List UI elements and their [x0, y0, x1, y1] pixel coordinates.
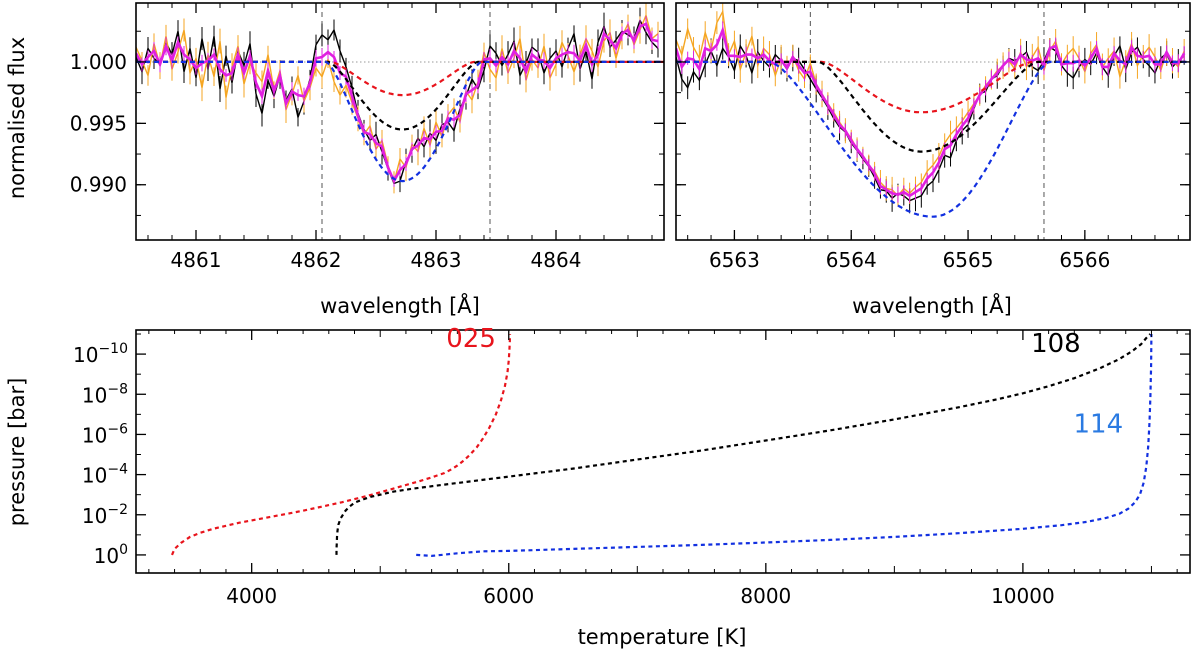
hbeta-x-tick-label-1: 4862: [291, 248, 342, 272]
halpha-orange-spectrum: [676, 9, 1185, 197]
halpha-magenta-spectrum: [676, 25, 1186, 198]
panel-hbeta: 4861 4862 4863 4864 0.990 0.995 1.000: [70, 2, 665, 272]
hbeta-orange-spectrum: [136, 13, 659, 185]
halpha-x-tick-label-3: 6566: [1059, 248, 1110, 272]
pt-y-tick-label-3: 10−6: [82, 421, 128, 447]
hbeta-ylabel: normalised flux: [5, 37, 29, 199]
pt-xlabel: temperature [K]: [578, 625, 747, 649]
hbeta-y-tick-label-1: 0.995: [70, 111, 127, 135]
pt-annotation-108: 108: [1031, 329, 1081, 359]
pt-frame: [135, 329, 1191, 574]
hbeta-frame: [135, 2, 665, 241]
pt-ylabel: pressure [bar]: [5, 378, 29, 527]
pt-annotation-114: 114: [1074, 409, 1124, 439]
pt-x-tick-label-0: 4000: [226, 584, 277, 608]
hbeta-x-tick-label-2: 4863: [411, 248, 462, 272]
hbeta-plot-area: [136, 3, 664, 240]
pt-y-tick-label-2: 10−4: [82, 462, 128, 488]
pt-x-tick-label-3: 10000: [991, 584, 1055, 608]
halpha-black-model-line: [676, 60, 1190, 153]
halpha-blue-model-line: [676, 60, 1190, 218]
halpha-plot-area: [676, 3, 1190, 240]
pt-y-tick-label-5: 10−10: [73, 341, 128, 367]
pt-y-tick-label-1: 10−2: [82, 502, 128, 528]
halpha-x-tick-label-1: 6564: [826, 248, 877, 272]
hbeta-xlabel: wavelength [Å]: [320, 292, 480, 318]
pt-annotation-025: 025: [446, 324, 496, 354]
halpha-x-tick-label-2: 6565: [943, 248, 994, 272]
hbeta-y-tick-label-0: 0.990: [70, 173, 127, 197]
pt-y-tick-label-0: 100: [94, 542, 128, 568]
halpha-xlabel: wavelength [Å]: [852, 292, 1012, 318]
pt-x-tick-label-2: 8000: [740, 584, 791, 608]
pt-series-108: [335, 333, 1151, 555]
pt-y-tick-label-4: 10−8: [82, 381, 128, 407]
halpha-frame: [675, 2, 1191, 241]
hbeta-red-model-line: [136, 60, 664, 97]
hbeta-x-tick-label-0: 4861: [171, 248, 222, 272]
hbeta-magenta-spectrum: [136, 22, 659, 185]
pt-series-025: [170, 333, 512, 556]
pt-series-114: [416, 333, 1153, 558]
hbeta-blue-model-line: [136, 60, 664, 183]
pt-x-tick-label-1: 6000: [483, 584, 534, 608]
panel-pressure-temperature: 4000 6000 8000 10000 100 10−2 10−4 10−6 10−8 10−1…: [73, 324, 1191, 608]
hbeta-x-tick-label-3: 4864: [531, 248, 582, 272]
panel-halpha: 6563 6564 6565 6566: [675, 2, 1191, 272]
halpha-x-tick-label-0: 6563: [709, 248, 760, 272]
pt-plot-area: [170, 333, 1153, 558]
hbeta-y-tick-label-2: 1.000: [70, 50, 127, 74]
